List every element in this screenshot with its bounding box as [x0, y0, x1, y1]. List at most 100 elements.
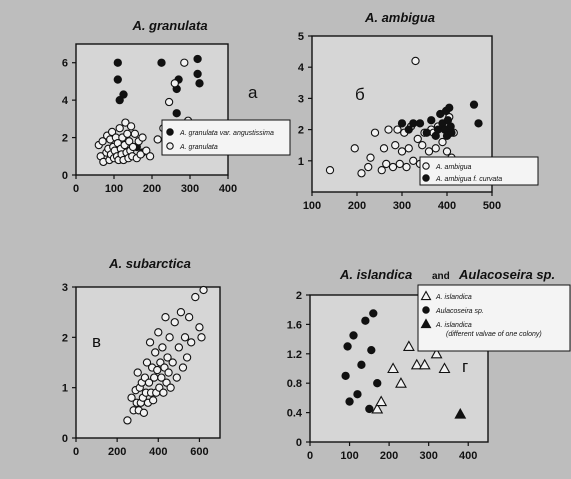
series-0: [325, 56, 458, 178]
legend: A. islandica Aulacoseira sp. A. islandica (…: [417, 284, 571, 352]
data-point: [136, 150, 145, 159]
y-tick-label: 4: [62, 95, 69, 107]
data-point: [397, 147, 407, 156]
data-point: [395, 377, 407, 388]
y-tick-label: 1.2: [287, 349, 302, 361]
data-point: [402, 162, 411, 172]
x-tick-label: 0: [73, 183, 79, 195]
series-1: [94, 58, 193, 167]
data-point: [341, 371, 350, 380]
data-point: [126, 122, 136, 131]
chart-title: A. ambigua: [364, 10, 435, 25]
panel-letter: а: [248, 83, 258, 102]
x-tick-label: 400: [149, 446, 167, 458]
data-point: [138, 133, 147, 142]
data-point: [418, 358, 431, 370]
x-tick-label: 0: [73, 446, 79, 458]
data-point: [133, 368, 142, 377]
data-point: [98, 137, 107, 146]
data-point: [150, 373, 159, 382]
data-point: [153, 365, 162, 375]
data-point: [474, 119, 483, 128]
legend-box: [161, 119, 291, 156]
data-point: [367, 345, 376, 355]
y-tick-label: 2: [62, 332, 68, 344]
y-tick-label: 0: [296, 437, 302, 449]
data-point: [353, 390, 362, 399]
data-point: [139, 408, 149, 417]
data-point: [375, 395, 388, 407]
data-point: [166, 383, 175, 392]
data-point: [107, 127, 117, 137]
y-tick-label: 0.4: [287, 408, 303, 420]
x-tick-label: 100: [340, 450, 358, 462]
chart-title-secondary: Aulacoseira sp.: [458, 267, 555, 282]
legend-label: A. granulata var. angustissima: [179, 130, 274, 137]
legend-marker: [422, 174, 430, 182]
data-point: [418, 141, 427, 150]
chart-panel-g: 0 100 200 300 400 0 0.4 0.8 1.2 1.6 2 A. islandica a…: [287, 267, 571, 462]
x-tick-label: 200: [348, 200, 366, 212]
data-point: [154, 328, 163, 337]
y-tick-label: 0.8: [287, 378, 302, 390]
data-point: [165, 333, 174, 342]
data-point: [193, 69, 202, 79]
data-point: [168, 358, 177, 367]
data-point: [145, 152, 155, 161]
data-point: [172, 373, 181, 382]
data-point: [182, 353, 192, 362]
data-point: [410, 358, 423, 370]
data-point: [402, 340, 415, 352]
data-point: [366, 153, 375, 162]
data-point: [395, 159, 404, 169]
legend-label-note: (different valvae of one colony): [446, 331, 542, 338]
data-point: [411, 56, 420, 66]
y-tick-label: 5: [298, 31, 304, 43]
data-point: [157, 373, 166, 382]
data-point: [159, 388, 168, 397]
data-point: [157, 58, 166, 67]
y-tick-label: 4: [298, 62, 305, 74]
data-point: [370, 128, 380, 137]
data-point: [195, 323, 204, 332]
legend-marker: [422, 306, 430, 314]
data-point: [125, 137, 134, 146]
data-point: [442, 147, 452, 156]
data-point: [199, 285, 208, 295]
data-point: [123, 416, 132, 425]
data-point: [415, 119, 425, 128]
legend-marker: [166, 128, 174, 136]
data-point: [121, 118, 130, 127]
data-point: [128, 142, 138, 152]
chart-title: A. islandica: [339, 267, 412, 282]
legend-marker: [420, 290, 432, 301]
data-point: [193, 54, 202, 64]
legend-label: A. ambigua: [435, 164, 472, 171]
data-point: [379, 144, 389, 153]
x-tick-label: 400: [438, 200, 456, 212]
data-point: [404, 144, 413, 153]
data-point: [187, 338, 196, 347]
y-tick-label: 2: [296, 290, 302, 302]
chart-panel-b: 100 200 300 400 500 1 2 3 4 5 A. ambigua б A. ambigu…: [298, 10, 539, 212]
data-point: [142, 146, 151, 155]
data-point: [142, 358, 152, 367]
data-point: [445, 103, 454, 112]
legend-label: A. islandica: [435, 322, 472, 329]
chart-panel-v: 0 200 400 600 0 1 2 3 A. subarctica в: [62, 256, 221, 458]
x-tick-label: 200: [380, 450, 398, 462]
data-point: [350, 144, 359, 153]
data-point: [127, 393, 136, 402]
data-point: [424, 147, 434, 156]
legend-marker: [166, 142, 174, 150]
series-0: [123, 285, 208, 425]
data-point: [172, 109, 181, 118]
data-point: [409, 119, 418, 128]
data-point: [413, 134, 422, 144]
legend-label: A. islandica: [435, 294, 472, 301]
y-tick-label: 1: [298, 156, 304, 168]
data-point: [144, 378, 154, 387]
data-point: [164, 368, 173, 377]
data-point: [176, 308, 186, 317]
